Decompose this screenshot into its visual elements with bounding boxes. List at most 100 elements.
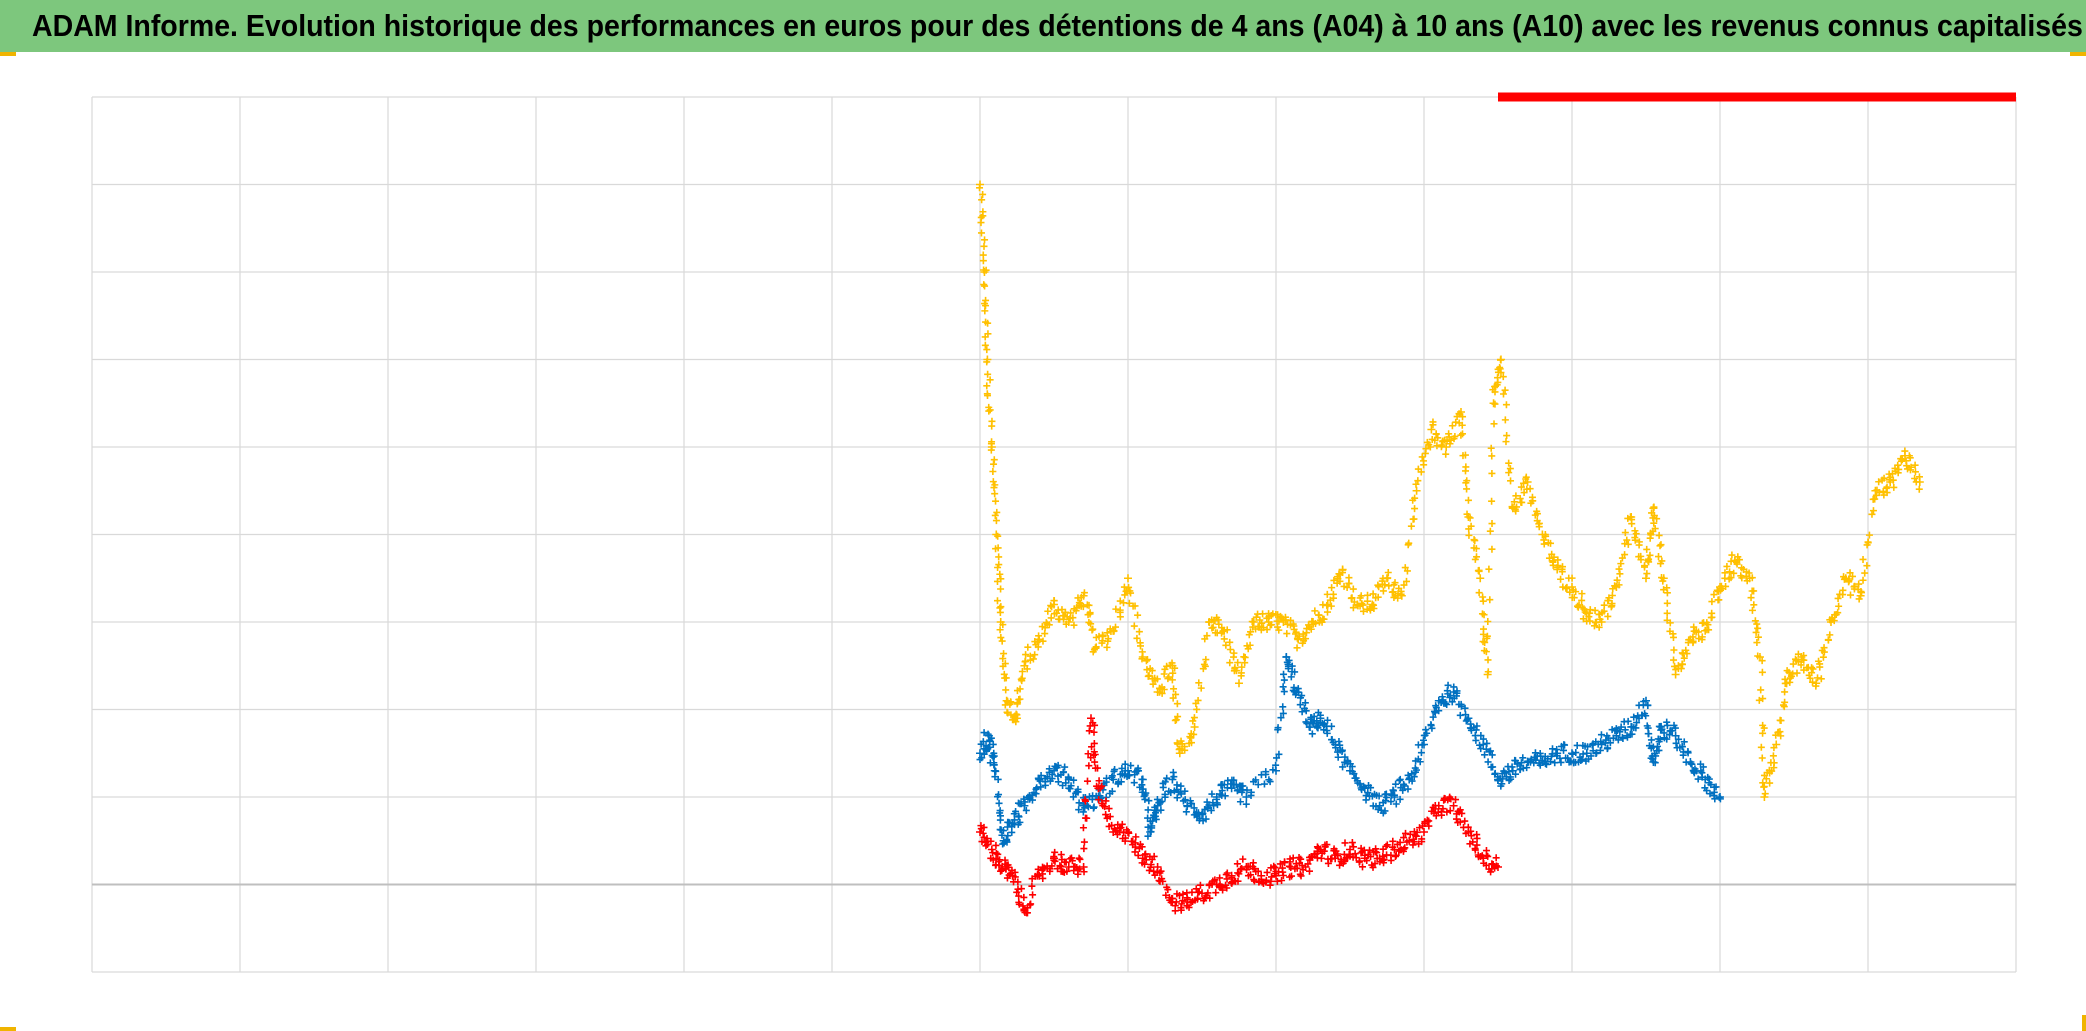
data-point bbox=[1103, 629, 1111, 637]
data-point bbox=[1044, 607, 1052, 615]
data-point bbox=[1084, 750, 1092, 758]
data-point bbox=[1302, 707, 1310, 715]
data-point bbox=[1165, 673, 1173, 681]
data-point bbox=[1276, 860, 1284, 868]
data-point bbox=[987, 837, 995, 845]
data-point bbox=[1875, 478, 1883, 486]
data-point bbox=[1820, 648, 1828, 656]
data-point bbox=[1722, 582, 1730, 590]
data-point bbox=[1024, 643, 1032, 651]
data-point bbox=[1505, 768, 1513, 776]
data-point bbox=[1592, 749, 1600, 757]
data-point bbox=[1259, 610, 1267, 618]
data-point bbox=[1190, 714, 1198, 722]
grid bbox=[91, 96, 2017, 973]
data-point bbox=[1508, 763, 1516, 771]
data-point bbox=[1257, 875, 1265, 883]
data-point bbox=[1142, 850, 1150, 858]
data-point bbox=[1499, 390, 1507, 398]
data-point bbox=[1758, 657, 1766, 665]
data-point bbox=[1697, 767, 1705, 775]
data-point bbox=[1075, 799, 1083, 807]
data-point bbox=[1090, 728, 1098, 736]
data-point bbox=[1129, 602, 1137, 610]
data-point bbox=[1762, 775, 1770, 783]
data-point bbox=[1034, 643, 1042, 651]
data-point bbox=[1604, 612, 1612, 620]
data-point bbox=[1108, 787, 1116, 795]
data-point bbox=[1655, 553, 1662, 561]
chart-title-bar: ADAM Informe. Evolution historique des p… bbox=[0, 0, 2086, 52]
data-point bbox=[1324, 716, 1332, 724]
data-point bbox=[1039, 870, 1047, 878]
data-point bbox=[989, 740, 997, 748]
data-point bbox=[1001, 660, 1009, 668]
data-point bbox=[1405, 836, 1414, 845]
data-point bbox=[1675, 735, 1683, 743]
data-point bbox=[1033, 784, 1041, 792]
data-point bbox=[993, 508, 1001, 516]
data-point bbox=[977, 219, 985, 227]
data-point bbox=[1411, 494, 1419, 502]
data-point bbox=[1489, 860, 1497, 868]
data-point bbox=[1013, 700, 1021, 708]
data-point bbox=[982, 318, 990, 326]
data-point bbox=[1050, 853, 1058, 861]
data-point bbox=[1658, 725, 1666, 733]
data-point bbox=[996, 570, 1004, 578]
data-point bbox=[1273, 754, 1281, 762]
data-point bbox=[1279, 683, 1287, 691]
data-point bbox=[1079, 863, 1088, 871]
data-point bbox=[1760, 724, 1768, 732]
data-point bbox=[1233, 860, 1241, 868]
data-point bbox=[1190, 723, 1199, 731]
data-point bbox=[1087, 714, 1095, 723]
data-point bbox=[1459, 413, 1467, 421]
data-point bbox=[1586, 606, 1594, 614]
data-point bbox=[1670, 646, 1678, 654]
data-point bbox=[1488, 545, 1496, 553]
data-point bbox=[1358, 600, 1366, 608]
data-point bbox=[1871, 495, 1879, 503]
data-point bbox=[996, 626, 1004, 634]
data-point bbox=[1839, 586, 1847, 594]
data-point bbox=[1131, 843, 1139, 851]
data-point bbox=[1487, 444, 1495, 452]
data-point bbox=[1643, 570, 1651, 578]
data-point bbox=[1002, 686, 1010, 694]
data-point bbox=[984, 730, 992, 738]
data-point bbox=[1489, 763, 1497, 771]
data-point bbox=[1411, 505, 1419, 513]
data-point bbox=[1482, 847, 1490, 855]
data-point bbox=[1080, 589, 1088, 597]
data-point bbox=[1237, 866, 1245, 874]
data-point bbox=[1367, 853, 1375, 861]
data-point bbox=[1020, 893, 1028, 901]
data-point bbox=[1170, 773, 1178, 781]
data-point bbox=[1035, 775, 1044, 784]
data-point bbox=[1346, 760, 1354, 768]
data-point bbox=[1373, 791, 1381, 799]
data-point bbox=[1173, 794, 1181, 802]
data-point bbox=[1894, 469, 1902, 477]
data-point bbox=[1279, 868, 1287, 876]
data-point bbox=[1091, 758, 1099, 766]
data-point bbox=[1753, 639, 1761, 647]
data-point bbox=[1384, 569, 1392, 577]
data-point bbox=[1171, 907, 1179, 915]
data-point bbox=[1143, 656, 1151, 664]
data-point bbox=[1134, 611, 1142, 619]
data-point bbox=[1578, 596, 1586, 604]
data-point bbox=[1479, 630, 1487, 638]
data-point bbox=[1708, 609, 1716, 617]
corner-mark-bottom-left bbox=[0, 1027, 16, 1031]
data-point bbox=[1370, 601, 1378, 609]
data-point bbox=[1604, 597, 1612, 605]
data-point bbox=[1051, 857, 1059, 865]
data-point bbox=[1254, 781, 1262, 789]
data-point bbox=[1286, 863, 1295, 871]
data-point bbox=[1098, 639, 1106, 647]
data-point bbox=[1494, 863, 1502, 871]
data-point bbox=[1238, 865, 1246, 873]
data-point bbox=[1554, 562, 1562, 570]
